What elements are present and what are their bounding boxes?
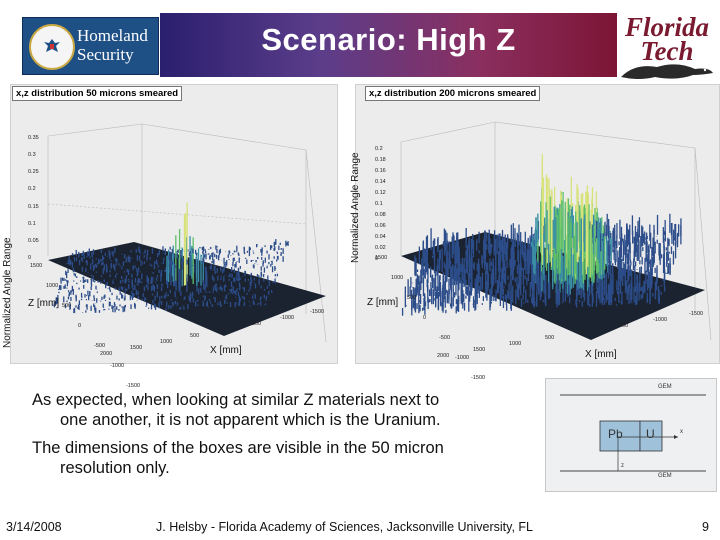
y-tick-label: 0.16 — [375, 168, 386, 174]
u-label: U — [646, 427, 655, 441]
y-tick-label: 0.1 — [28, 220, 36, 227]
z-tick-label: 1500 — [30, 263, 43, 269]
y-tick-label: 0.35 — [28, 135, 39, 141]
homeland-security-logo: Homeland Security — [12, 13, 159, 77]
eagle-icon — [44, 39, 60, 52]
x-axis-letter: x — [680, 429, 683, 435]
paragraph-2-line-1: The dimensions of the boxes are visible … — [32, 439, 444, 457]
y-tick-label: 0.2 — [375, 146, 383, 152]
florida-tech-logo-text: Florida Tech — [621, 12, 713, 66]
z-axis-label: Z [mm] — [28, 298, 60, 309]
x-tick-label: 1500 — [473, 347, 486, 353]
x-tick-label: 1000 — [509, 341, 522, 347]
page-number: 9 — [702, 520, 709, 534]
y-tick-label: 0.05 — [28, 237, 39, 244]
y-tick-label: 0.15 — [28, 203, 39, 210]
header-band — [160, 13, 617, 77]
x-tick-label: 500 — [545, 335, 555, 341]
z-tick-label: -500 — [94, 343, 106, 349]
z-tick-label: 0 — [78, 323, 82, 329]
z-tick-label: -500 — [439, 335, 451, 341]
pb-box — [599, 420, 641, 452]
y-tick-label: 0.2 — [28, 186, 36, 193]
y-tick-label: 0.14 — [375, 179, 386, 185]
x-tick-label: 500 — [190, 333, 200, 339]
dhs-text-line1: Homeland — [77, 26, 148, 45]
y-axis-label: Normalized Angle Range — [350, 152, 361, 263]
ft-text-line2: Tech — [640, 36, 694, 66]
z-axis-letter: z — [621, 463, 624, 469]
surface-plot-50 — [47, 123, 327, 343]
z-tick-label: 500 — [62, 303, 72, 309]
x-tick-label: 1500 — [130, 345, 143, 351]
dhs-seal-icon — [29, 24, 75, 70]
x-tick-label: -500 — [250, 321, 262, 327]
detector-setup-diagram: GEM GEM Pb U x z — [545, 378, 717, 492]
y-tick-label: 0.1 — [375, 201, 383, 207]
x-tick-label: -1000 — [280, 315, 295, 321]
surface-plot-200 — [400, 121, 712, 341]
plot-200-micron: x,z distribution 200 microns smeared Nor… — [345, 83, 720, 381]
x-tick-label: 2000 — [437, 353, 450, 359]
paragraph-2-line-2: resolution only. — [60, 459, 170, 477]
homeland-security-badge: Homeland Security — [22, 17, 159, 75]
plot-50-micron: x,z distribution 50 microns smeared Norm… — [0, 83, 338, 389]
dhs-text-line2: Security — [77, 45, 134, 64]
y-tick-label: 0.02 — [375, 245, 386, 251]
y-tick-label: 0.12 — [375, 190, 386, 196]
footer-date: 3/14/2008 — [6, 520, 62, 534]
gem-top-label: GEM — [658, 384, 672, 390]
y-tick-label: 0.3 — [28, 152, 36, 159]
plot-frame — [10, 84, 338, 364]
x-tick-label: 0 — [581, 329, 585, 335]
paragraph-1-line-1: As expected, when looking at similar Z m… — [32, 391, 440, 409]
u-box — [639, 420, 663, 452]
x-tick-label: -1000 — [653, 317, 668, 323]
z-tick-label: 1500 — [375, 255, 388, 261]
x-axis-label: X [mm] — [585, 349, 617, 360]
x-tick-label: -500 — [617, 323, 629, 329]
x-tick-label: -1500 — [310, 309, 325, 315]
paragraph-2: The dimensions of the boxes are visible … — [32, 438, 542, 478]
y-tick-label: 0.25 — [28, 169, 39, 176]
plot-title: x,z distribution 200 microns smeared — [365, 86, 541, 101]
x-tick-label: -1500 — [689, 311, 704, 317]
z-tick-label: -1500 — [126, 383, 141, 389]
y-tick-label: 0.08 — [375, 212, 386, 218]
x-tick-label: 0 — [220, 327, 224, 333]
z-tick-label: 1000 — [46, 283, 59, 289]
dhs-logo-text: Homeland Security — [77, 26, 148, 64]
florida-tech-logo: Florida Tech — [617, 13, 717, 83]
plot-title: x,z distribution 50 microns smeared — [12, 86, 183, 101]
z-tick-label: 500 — [407, 295, 417, 301]
slide-title: Scenario: High Z — [261, 22, 516, 57]
y-tick-label: 0 — [375, 256, 379, 262]
y-tick-label: 0.06 — [375, 223, 386, 229]
y-tick-label: 0.18 — [375, 157, 386, 163]
panther-icon — [621, 64, 713, 79]
y-axis-label: Normalized Angle Range — [2, 237, 13, 348]
z-tick-label: 1000 — [391, 275, 404, 281]
z-axis-label: Z [mm] — [367, 297, 399, 308]
y-tick-label: 0 — [28, 255, 32, 261]
ft-text-line1: Florida — [624, 12, 710, 42]
setup-drawing — [560, 394, 706, 472]
footer-citation: J. Helsby - Florida Academy of Sciences,… — [156, 520, 533, 534]
gem-bottom-label: GEM — [658, 473, 672, 479]
z-tick-label: -1000 — [455, 355, 470, 361]
y-tick-label: 0.04 — [375, 234, 386, 240]
z-tick-label: -1500 — [471, 375, 486, 381]
x-tick-label: 1000 — [160, 339, 173, 345]
z-tick-label: -1000 — [110, 363, 125, 369]
pb-label: Pb — [608, 427, 623, 441]
x-axis-label: X [mm] — [210, 345, 242, 356]
paragraph-1: As expected, when looking at similar Z m… — [32, 390, 542, 430]
paragraph-1-line-2: one another, it is not apparent which is… — [60, 411, 441, 429]
z-tick-label: 0 — [423, 315, 427, 321]
x-tick-label: 2000 — [100, 351, 113, 357]
